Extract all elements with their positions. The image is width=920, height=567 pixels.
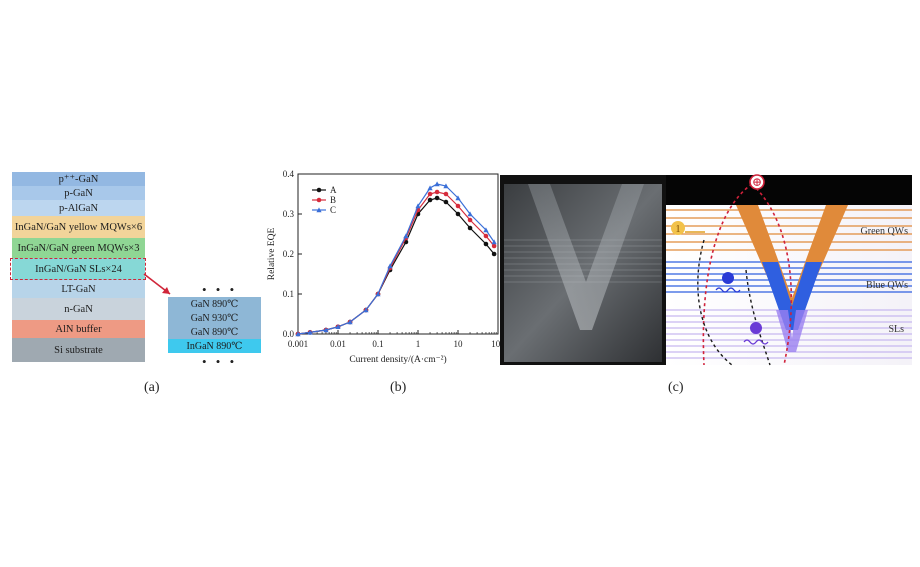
layer-0: p⁺⁺-GaN	[12, 172, 145, 186]
eqe-chart: 0.001 0.01 0.1 1 10 100 0.0 0.1 0.2 0.3 0.4 Current…	[267, 169, 505, 365]
point-C	[387, 263, 393, 269]
y-tick-label: 0.1	[283, 289, 294, 299]
point-C	[403, 233, 409, 239]
legend-label-B: B	[330, 195, 336, 205]
point-C	[323, 327, 329, 333]
photon-wave-1	[715, 287, 741, 293]
layer-8: AlN buffer	[12, 320, 145, 338]
panel-c: ⊕ 1 Green QWs Blue QWs SLs	[500, 174, 912, 366]
tem-image	[504, 184, 662, 362]
zoom-arrow	[143, 273, 171, 295]
legend-marker-A	[316, 187, 322, 193]
layer-7: n-GaN	[12, 298, 145, 320]
point-C	[415, 203, 421, 209]
series-line-A	[297, 197, 495, 335]
green-qws-label: Green QWs	[861, 226, 909, 237]
zoom-layer-3: InGaN 890℃	[168, 339, 261, 353]
point-C	[491, 239, 497, 245]
point-A	[467, 225, 473, 231]
x-tick-label: 0.01	[330, 339, 346, 349]
zoom-layer-0: GaN 890℃	[168, 297, 261, 311]
point-B	[467, 217, 473, 223]
sls-label: SLs	[888, 324, 904, 335]
y-axis-label: Relative EQE	[267, 228, 277, 281]
blue-qws-label: Blue QWs	[866, 280, 908, 291]
point-B	[491, 243, 497, 249]
electron-blue-1	[722, 272, 734, 284]
carrier-path-3	[697, 239, 733, 366]
zoom-layer-1: GaN 930℃	[168, 311, 261, 325]
point-B	[427, 191, 433, 197]
photon-wave-2	[743, 339, 769, 345]
point-C	[434, 181, 440, 187]
zoom-dots-bottom: • • •	[202, 354, 238, 369]
point-B	[434, 189, 440, 195]
x-axis-label: Current density/(A·cm⁻²)	[349, 354, 446, 365]
blue-v-shape	[762, 262, 822, 330]
badge-one	[671, 221, 685, 235]
v-pit	[528, 184, 644, 330]
caption-c: (c)	[668, 380, 684, 395]
series-line-B	[297, 191, 495, 335]
point-C	[375, 291, 381, 297]
x-tick-label: 0.001	[288, 339, 308, 349]
y-tick-label: 0.3	[283, 209, 295, 219]
sls-v-shape	[776, 310, 808, 352]
legend-marker-C	[316, 207, 322, 213]
x-tick-label: 100	[491, 339, 505, 349]
y-tick-label: 0.0	[283, 329, 295, 339]
caption-a: (a)	[144, 380, 160, 395]
layer-1: p-GaN	[12, 186, 145, 200]
point-B	[483, 233, 489, 239]
carrier-path-2	[751, 183, 793, 366]
point-C	[455, 195, 461, 201]
hole-symbol: ⊕	[752, 175, 762, 189]
legend-label-A: A	[330, 185, 337, 195]
legend-marker-B	[316, 197, 322, 203]
x-tick-label: 0.1	[372, 339, 383, 349]
layer-3: InGaN/GaN yellow MQWs×6	[12, 216, 145, 238]
point-C	[467, 211, 473, 217]
point-C	[335, 324, 341, 329]
zoom-layer-2: GaN 890℃	[168, 325, 261, 339]
layer-9: Si substrate	[12, 338, 145, 362]
legend-label-C: C	[330, 205, 336, 215]
electron-violet	[750, 322, 762, 334]
diagram-top-bar	[666, 175, 912, 205]
point-A	[483, 241, 489, 247]
badge-one-label: 1	[676, 224, 681, 235]
x-tick-label: 10	[454, 339, 464, 349]
hole-marker	[749, 174, 765, 190]
point-A	[443, 199, 449, 205]
layer-6: LT-GaN	[12, 280, 145, 298]
layer-4: InGaN/GaN green MQWs×3	[12, 238, 145, 258]
green-qw-lines	[666, 209, 912, 251]
point-B	[443, 191, 449, 197]
point-C	[307, 329, 313, 335]
carrier-path-1	[702, 183, 753, 366]
sls-highlight-box	[10, 258, 146, 280]
caption-b: (b)	[390, 380, 407, 395]
point-C	[483, 227, 489, 233]
point-C	[363, 307, 369, 313]
y-tick-label: 0.4	[283, 169, 295, 179]
layer-5: InGaN/GaN SLs×24	[12, 258, 145, 280]
point-C	[443, 183, 449, 189]
green-v-shape	[736, 205, 848, 320]
point-A	[455, 211, 461, 217]
point-A	[434, 195, 440, 201]
point-C	[295, 331, 301, 337]
x-tick-label: 1	[416, 339, 421, 349]
point-C	[347, 319, 353, 325]
y-tick-label: 0.2	[283, 249, 294, 259]
point-A	[427, 197, 433, 203]
point-B	[455, 203, 461, 209]
point-C	[427, 185, 433, 191]
layer-2: p-AlGaN	[12, 200, 145, 216]
zoom-dots-top: • • •	[202, 282, 238, 297]
point-A	[491, 251, 497, 257]
tem-striations	[504, 239, 662, 283]
